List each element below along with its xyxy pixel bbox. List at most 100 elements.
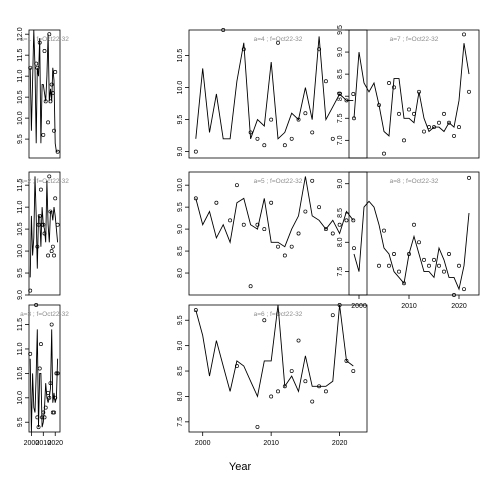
y-tick-label: 11.5 xyxy=(17,318,24,331)
data-point xyxy=(46,390,51,395)
data-point xyxy=(402,138,406,143)
x-tick-label: 2010 xyxy=(36,440,52,447)
data-point xyxy=(276,244,280,249)
data-point xyxy=(40,222,45,227)
data-point xyxy=(303,379,308,384)
data-point xyxy=(457,263,461,268)
panel-7: 7.0 7.5 8.0 8.5 9.0 9.5 a=7 ; f=Oct22-32 xyxy=(337,25,480,159)
data-point xyxy=(407,252,411,256)
data-point xyxy=(248,130,253,135)
data-point xyxy=(351,369,356,373)
panel-label: a=5 ; f=Oct22-32 xyxy=(254,178,303,185)
x-tick-label: 2010 xyxy=(263,440,279,447)
data-point xyxy=(50,410,55,415)
y-tick-label: 9.5 xyxy=(17,134,24,144)
series-line xyxy=(195,176,354,248)
data-point xyxy=(417,240,421,245)
series-line xyxy=(195,304,354,398)
data-point xyxy=(303,111,308,116)
data-point xyxy=(53,70,58,74)
data-point xyxy=(397,269,401,274)
data-point xyxy=(48,99,53,104)
data-point xyxy=(437,120,441,125)
data-point xyxy=(457,125,461,130)
data-point xyxy=(310,130,315,135)
data-point xyxy=(35,415,40,420)
data-point xyxy=(47,174,52,179)
data-point xyxy=(43,99,48,104)
y-tick-label: 12.0 xyxy=(17,27,24,41)
data-point xyxy=(344,358,349,363)
data-point xyxy=(296,117,301,122)
y-tick-label: 7.0 xyxy=(337,135,344,145)
data-point xyxy=(34,303,39,307)
data-point xyxy=(447,120,451,125)
data-point xyxy=(437,263,441,268)
data-point xyxy=(289,369,294,373)
data-point xyxy=(55,149,60,154)
data-point xyxy=(269,200,274,205)
data-point xyxy=(432,125,436,130)
data-point xyxy=(412,111,416,116)
data-point xyxy=(377,103,381,107)
data-point xyxy=(193,196,198,201)
panel-1: 9.5 10.0 10.5 11.0 11.5 12.0a=1 ; f=Oct22-32 xyxy=(17,27,69,159)
data-point xyxy=(323,389,328,394)
data-point xyxy=(37,40,42,45)
y-tick-label: 10.5 xyxy=(17,222,24,236)
y-tick-label: 10.0 xyxy=(177,178,184,192)
data-point xyxy=(387,81,391,85)
data-point xyxy=(41,132,46,137)
data-point xyxy=(282,253,287,258)
series-line xyxy=(353,43,470,137)
data-point xyxy=(234,364,239,368)
y-tick-label: 10.0 xyxy=(17,111,24,125)
data-point xyxy=(38,187,43,192)
data-point xyxy=(282,143,287,148)
y-tick-label: 7.5 xyxy=(337,267,344,277)
panel-frame xyxy=(28,171,61,296)
data-point xyxy=(412,222,416,227)
data-point xyxy=(323,227,328,232)
data-point xyxy=(407,107,411,112)
data-point xyxy=(53,395,58,400)
data-point xyxy=(427,125,431,130)
data-point xyxy=(49,249,54,254)
data-point xyxy=(377,263,381,268)
data-point xyxy=(241,47,246,52)
data-point xyxy=(310,178,315,183)
data-point xyxy=(296,338,301,343)
y-tick-label: 11.0 xyxy=(17,342,24,355)
data-point xyxy=(467,89,471,94)
panel-frame xyxy=(28,29,61,159)
data-point xyxy=(402,281,406,286)
data-point xyxy=(35,65,40,70)
panel-label: a=8 ; f=Oct22-32 xyxy=(390,178,439,185)
data-point xyxy=(427,263,431,268)
panel-2: 9.0 9.5 10.0 10.5 11.0 11.5a=2 ; f=Oct22-32 xyxy=(17,171,69,300)
x-tick-label: 2000 xyxy=(351,303,367,310)
data-point xyxy=(442,111,446,116)
y-tick-label: 8.5 xyxy=(337,208,344,218)
data-point xyxy=(49,322,54,327)
y-tick-label: 9.5 xyxy=(17,417,24,427)
y-tick-label: 9.0 xyxy=(17,290,24,300)
y-tick-label: 10.5 xyxy=(17,90,24,104)
data-point xyxy=(42,49,47,53)
data-point xyxy=(255,136,260,141)
data-point xyxy=(36,425,41,430)
panel-6: 7.5 8.0 8.5 9.0 9.5 2000 2010 2020 a=6 ; f=Oct22… xyxy=(177,303,368,447)
y-tick-label: 8.0 xyxy=(337,237,344,247)
data-point xyxy=(352,116,356,121)
data-point xyxy=(452,133,456,138)
y-tick-label: 11.5 xyxy=(17,179,24,192)
data-point xyxy=(397,111,401,116)
data-point xyxy=(317,384,322,389)
data-point xyxy=(323,79,328,84)
x-axis-title: Year xyxy=(229,461,252,473)
data-point xyxy=(330,231,335,236)
panel-label: a=4 ; f=Oct22-32 xyxy=(254,36,303,43)
data-point xyxy=(55,222,60,227)
